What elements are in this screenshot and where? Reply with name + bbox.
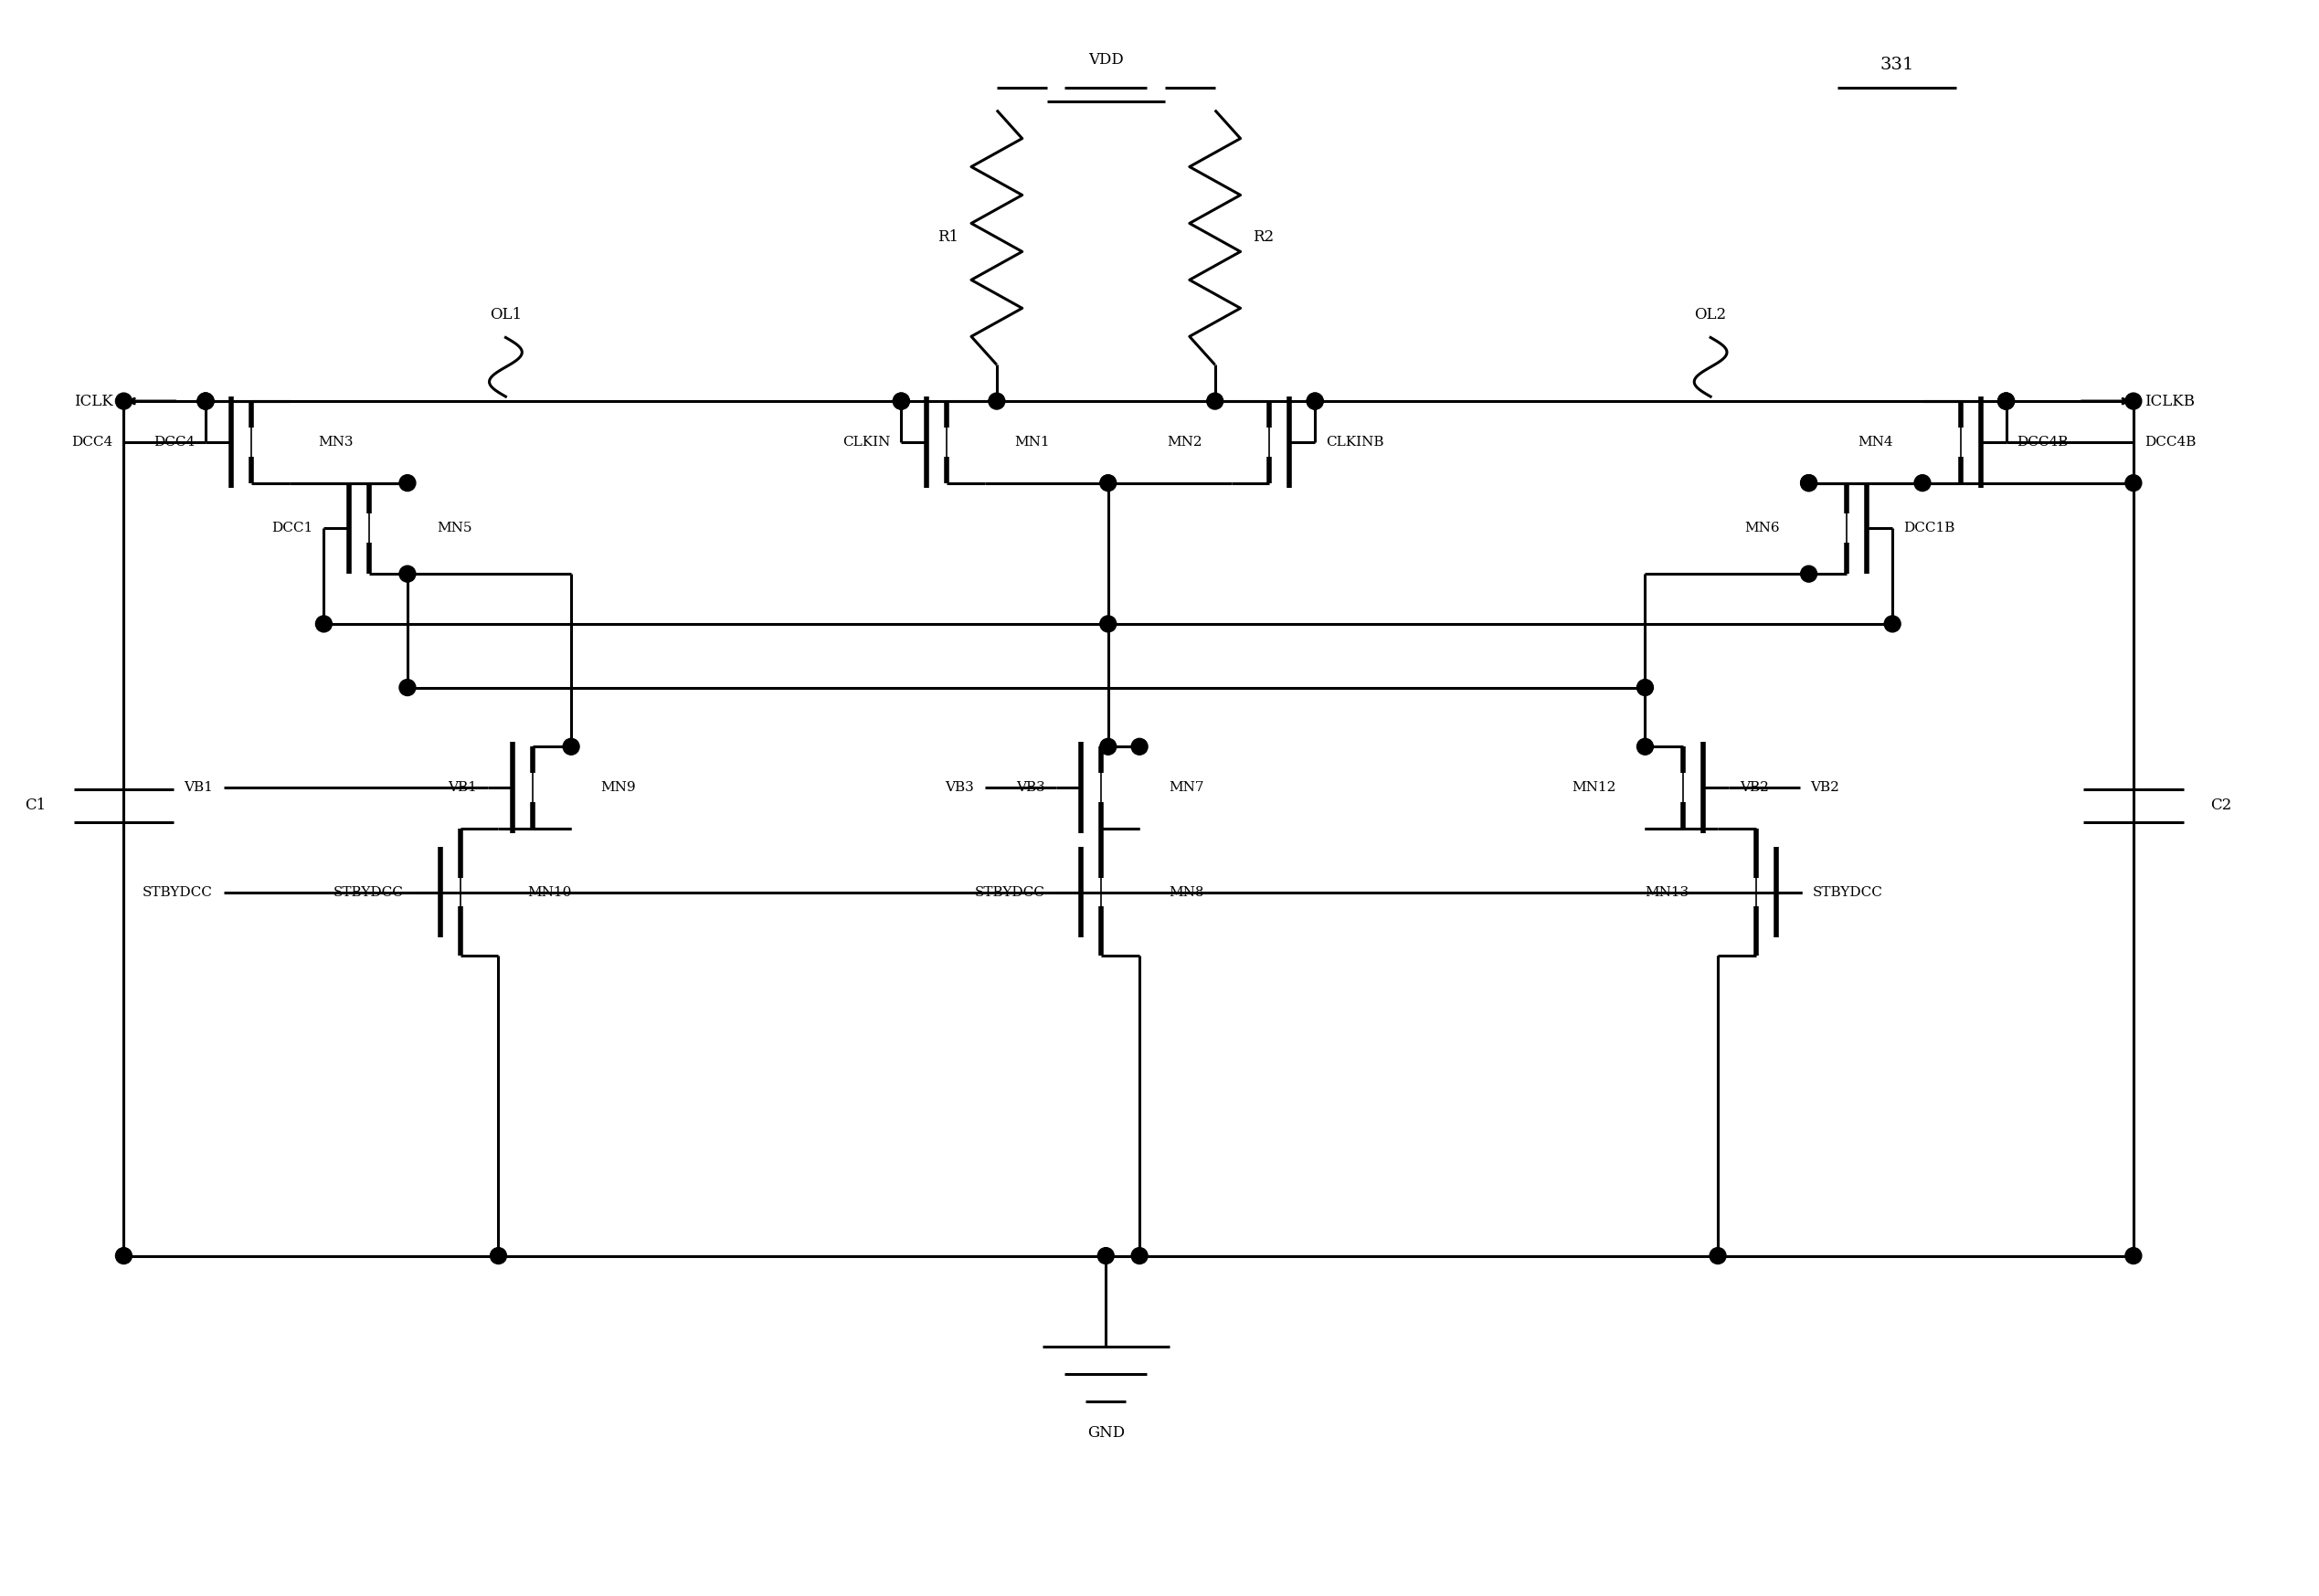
Circle shape	[1097, 1248, 1113, 1264]
Circle shape	[1800, 565, 1818, 583]
Circle shape	[1709, 1248, 1725, 1264]
Circle shape	[1099, 616, 1115, 632]
Circle shape	[116, 1248, 132, 1264]
Circle shape	[489, 1248, 506, 1264]
Text: MN3: MN3	[318, 436, 352, 448]
Text: C1: C1	[26, 798, 46, 814]
Text: VB3: VB3	[1016, 780, 1046, 793]
Text: MN8: MN8	[1169, 886, 1204, 899]
Text: STBYDCC: STBYDCC	[144, 886, 213, 899]
Text: MN1: MN1	[1013, 436, 1048, 448]
Text: MN9: MN9	[601, 780, 635, 793]
Circle shape	[1132, 739, 1148, 755]
Circle shape	[893, 393, 909, 409]
Text: DCC1: DCC1	[271, 522, 313, 535]
Circle shape	[1999, 393, 2015, 409]
Circle shape	[988, 393, 1004, 409]
Text: MN5: MN5	[436, 522, 471, 535]
Circle shape	[399, 680, 415, 696]
Circle shape	[2124, 474, 2143, 492]
Text: DCC4B: DCC4B	[2145, 436, 2196, 448]
Circle shape	[1099, 474, 1115, 492]
Text: CLKIN: CLKIN	[842, 436, 890, 448]
Circle shape	[1913, 474, 1932, 492]
Text: R2: R2	[1252, 230, 1275, 246]
Circle shape	[2124, 393, 2143, 409]
Text: CLKINB: CLKINB	[1326, 436, 1384, 448]
Text: ICLKB: ICLKB	[2145, 393, 2194, 409]
Circle shape	[1308, 393, 1324, 409]
Text: MN10: MN10	[526, 886, 573, 899]
Circle shape	[1637, 739, 1653, 755]
Circle shape	[893, 393, 909, 409]
Text: VB2: VB2	[1739, 780, 1769, 793]
Text: DCC4B: DCC4B	[2018, 436, 2069, 448]
Text: STBYDCC: STBYDCC	[334, 886, 404, 899]
Circle shape	[116, 393, 132, 409]
Text: OL2: OL2	[1695, 306, 1728, 322]
Text: DCC1B: DCC1B	[1904, 522, 1955, 535]
Circle shape	[1999, 393, 2015, 409]
Circle shape	[1308, 393, 1324, 409]
Text: R1: R1	[937, 230, 958, 246]
Text: MN13: MN13	[1644, 886, 1688, 899]
Text: GND: GND	[1088, 1425, 1125, 1441]
Text: VB3: VB3	[944, 780, 974, 793]
Text: MN4: MN4	[1858, 436, 1892, 448]
Circle shape	[1800, 474, 1818, 492]
Text: DCC4: DCC4	[153, 436, 195, 448]
Circle shape	[1206, 393, 1222, 409]
Text: VB2: VB2	[1811, 780, 1839, 793]
Circle shape	[1885, 616, 1902, 632]
Circle shape	[564, 739, 580, 755]
Circle shape	[315, 616, 332, 632]
Circle shape	[1999, 393, 2015, 409]
Text: MN6: MN6	[1744, 522, 1779, 535]
Text: STBYDCC: STBYDCC	[974, 886, 1046, 899]
Text: 331: 331	[1881, 56, 1913, 73]
Text: MN2: MN2	[1166, 436, 1201, 448]
Text: C2: C2	[2210, 798, 2231, 814]
Circle shape	[2124, 1248, 2143, 1264]
Circle shape	[197, 393, 213, 409]
Circle shape	[1099, 739, 1115, 755]
Circle shape	[1132, 1248, 1148, 1264]
Text: VB1: VB1	[183, 780, 213, 793]
Text: VDD: VDD	[1088, 53, 1122, 69]
Text: MN7: MN7	[1169, 780, 1204, 793]
Circle shape	[399, 474, 415, 492]
Circle shape	[1800, 474, 1818, 492]
Circle shape	[399, 565, 415, 583]
Circle shape	[1637, 680, 1653, 696]
Text: STBYDCC: STBYDCC	[1813, 886, 1883, 899]
Text: VB1: VB1	[448, 780, 478, 793]
Circle shape	[197, 393, 213, 409]
Text: MN12: MN12	[1572, 780, 1616, 793]
Text: OL1: OL1	[489, 306, 522, 322]
Text: DCC4: DCC4	[72, 436, 114, 448]
Circle shape	[197, 393, 213, 409]
Text: ICLK: ICLK	[74, 393, 114, 409]
